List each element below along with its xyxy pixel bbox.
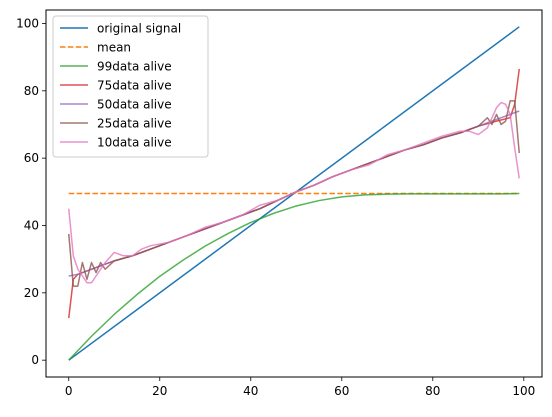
series-line-2 [68, 192, 520, 361]
plot-frame [45, 9, 543, 378]
x-tick-label: 40 [243, 384, 258, 398]
legend-label-1: mean [97, 41, 131, 55]
legend-box [52, 15, 209, 158]
y-tick-label: 0 [31, 353, 39, 367]
series-line-6 [68, 101, 520, 284]
y-axis: 0 20 40 60 80 100 [16, 16, 46, 367]
x-tick-label: 60 [334, 384, 349, 398]
y-tick-label: 20 [24, 286, 39, 300]
x-tick-label: 0 [65, 384, 73, 398]
plot-lines [68, 26, 520, 361]
legend-label-6: 10data alive [97, 136, 172, 150]
legend-label-5: 25data alive [97, 117, 172, 131]
x-axis: 0 20 40 60 80 100 [65, 377, 535, 398]
x-tick-label: 80 [425, 384, 440, 398]
legend-label-3: 75data alive [97, 79, 172, 93]
y-tick-label: 80 [24, 84, 39, 98]
legend: original signal mean 99data alive 75data al… [52, 15, 209, 158]
legend-label-2: 99data alive [97, 60, 172, 74]
y-tick-label: 100 [16, 16, 39, 30]
x-tick-label: 20 [152, 384, 167, 398]
legend-label-0: original signal [97, 22, 181, 36]
y-tick-label: 60 [24, 151, 39, 165]
x-tick-label: 100 [512, 384, 535, 398]
y-tick-label: 40 [24, 218, 39, 232]
legend-label-4: 50data alive [97, 98, 172, 112]
